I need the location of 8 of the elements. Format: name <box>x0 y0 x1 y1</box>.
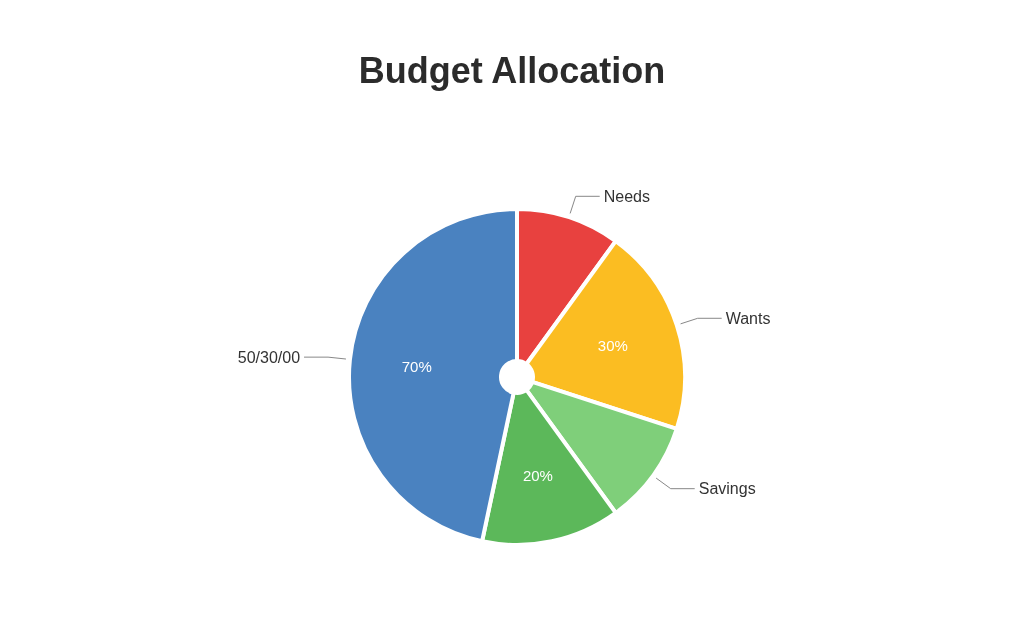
slice-label: Wants <box>725 309 771 327</box>
slice-label: 50/30/00 <box>237 348 301 366</box>
data-label: 20% <box>522 467 553 485</box>
chart-title: Budget Allocation <box>357 50 667 92</box>
data-label: 70% <box>401 357 432 375</box>
slice-label: Savings <box>698 480 756 498</box>
slice-label: Needs <box>603 187 650 205</box>
data-label: 30% <box>597 337 628 355</box>
